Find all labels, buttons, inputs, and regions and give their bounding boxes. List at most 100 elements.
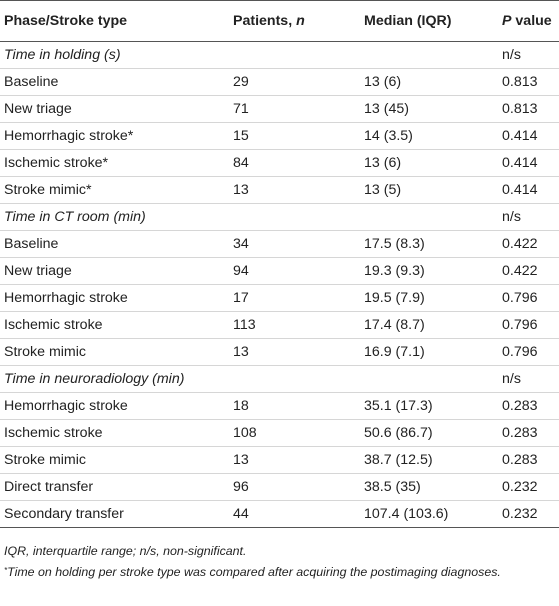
cell-stroke-type: Baseline [4, 74, 59, 90]
cell-patients: 34 [233, 236, 249, 252]
header-median-iqr: Median (IQR) [360, 0, 498, 42]
table-row: Ischemic stroke 113 17.4 (8.7) 0.796 [0, 312, 559, 339]
table-row: Hemorrhagic stroke* 15 14 (3.5) 0.414 [0, 123, 559, 150]
cell-p-value: 0.414 [502, 128, 538, 144]
cell-stroke-type: Stroke mimic* [4, 182, 92, 198]
cell-p-value: 0.232 [502, 506, 538, 522]
cell-p-value: 0.414 [502, 155, 538, 171]
cell-patients: 113 [233, 317, 256, 333]
header-patients-label: Patients, [233, 13, 297, 29]
cell-median-iqr: 19.3 (9.3) [364, 263, 425, 279]
cell-p-value: 0.283 [502, 398, 538, 414]
cell-patients: 44 [233, 506, 249, 522]
cell-stroke-type: Hemorrhagic stroke [4, 398, 128, 414]
cell-patients: 13 [233, 182, 249, 198]
table-row: Stroke mimic 13 38.7 (12.5) 0.283 [0, 447, 559, 474]
cell-patients: 17 [233, 290, 249, 306]
table-row: Ischemic stroke 108 50.6 (86.7) 0.283 [0, 420, 559, 447]
header-p-label: value [511, 13, 552, 29]
cell-median-iqr: 107.4 (103.6) [364, 506, 449, 522]
section-title: Time in CT room (min) [4, 209, 146, 225]
cell-stroke-type: Stroke mimic [4, 452, 86, 468]
cell-median-iqr: 50.6 (86.7) [364, 425, 433, 441]
cell-median-iqr: 17.4 (8.7) [364, 317, 425, 333]
cell-patients: 13 [233, 452, 249, 468]
cell-patients: 108 [233, 425, 257, 441]
footnote-mark: * [4, 566, 8, 575]
cell-median-iqr: 35.1 (17.3) [364, 398, 433, 414]
table-row: Stroke mimic 13 16.9 (7.1) 0.796 [0, 339, 559, 366]
table-row: Hemorrhagic stroke 18 35.1 (17.3) 0.283 [0, 393, 559, 420]
table-row: Baseline 34 17.5 (8.3) 0.422 [0, 231, 559, 258]
footnote: *Time on holding per stroke type was com… [4, 563, 555, 582]
cell-patients: 15 [233, 128, 249, 144]
cell-stroke-type: Baseline [4, 236, 59, 252]
cell-median-iqr: 14 (3.5) [364, 128, 413, 144]
table-row: Secondary transfer 44 107.4 (103.6) 0.232 [0, 501, 559, 528]
cell-p-value: 0.796 [502, 317, 538, 333]
section-row: Time in CT room (min) n/s [0, 204, 559, 231]
cell-patients: 96 [233, 479, 249, 495]
cell-patients: 13 [233, 344, 249, 360]
table-notes: IQR, interquartile range; n/s, non-signi… [4, 542, 555, 582]
section-row: Time in neuroradiology (min) n/s [0, 366, 559, 393]
cell-median-iqr: 19.5 (7.9) [364, 290, 425, 306]
cell-patients: 29 [233, 74, 249, 90]
cell-stroke-type: Hemorrhagic stroke [4, 290, 128, 306]
header-row: Phase/Stroke type Patients, n Median (IQ… [0, 0, 559, 42]
cell-p-value: 0.796 [502, 290, 538, 306]
table-row: Hemorrhagic stroke 17 19.5 (7.9) 0.796 [0, 285, 559, 312]
header-p-value: P value [498, 0, 559, 42]
cell-p-value: 0.422 [502, 263, 538, 279]
cell-stroke-type: Stroke mimic [4, 344, 86, 360]
cell-p-value: 0.422 [502, 236, 538, 252]
cell-p-value: 0.283 [502, 452, 538, 468]
table-row: Ischemic stroke* 84 13 (6) 0.414 [0, 150, 559, 177]
cell-stroke-type: Ischemic stroke [4, 425, 103, 441]
table-row: Stroke mimic* 13 13 (5) 0.414 [0, 177, 559, 204]
cell-median-iqr: 38.5 (35) [364, 479, 421, 495]
table-body: Time in holding (s) n/s Baseline 29 13 (6) 0.… [0, 42, 559, 528]
section-p-value: n/s [502, 371, 521, 387]
cell-p-value: 0.813 [502, 101, 538, 117]
cell-stroke-type: New triage [4, 263, 72, 279]
cell-patients: 84 [233, 155, 249, 171]
results-table: Phase/Stroke type Patients, n Median (IQ… [0, 0, 559, 528]
cell-median-iqr: 13 (5) [364, 182, 402, 198]
cell-patients: 18 [233, 398, 249, 414]
footnote-text: Time on holding per stroke type was comp… [7, 565, 501, 579]
header-patients: Patients, n [229, 0, 360, 42]
section-p-value: n/s [502, 209, 521, 225]
cell-median-iqr: 13 (45) [364, 101, 409, 117]
abbreviation-note: IQR, interquartile range; n/s, non-signi… [4, 544, 247, 558]
table-row: Direct transfer 96 38.5 (35) 0.232 [0, 474, 559, 501]
cell-p-value: 0.796 [502, 344, 538, 360]
table-row: Baseline 29 13 (6) 0.813 [0, 69, 559, 96]
cell-median-iqr: 13 (6) [364, 74, 402, 90]
cell-median-iqr: 13 (6) [364, 155, 402, 171]
cell-p-value: 0.232 [502, 479, 538, 495]
cell-patients: 71 [233, 101, 249, 117]
section-title: Time in holding (s) [4, 47, 121, 63]
cell-p-value: 0.414 [502, 182, 538, 198]
section-title: Time in neuroradiology (min) [4, 371, 185, 387]
cell-stroke-type: Secondary transfer [4, 506, 124, 522]
table-header: Phase/Stroke type Patients, n Median (IQ… [0, 0, 559, 42]
cell-p-value: 0.283 [502, 425, 538, 441]
cell-stroke-type: Direct transfer [4, 479, 94, 495]
cell-stroke-type: Ischemic stroke [4, 317, 103, 333]
cell-median-iqr: 17.5 (8.3) [364, 236, 425, 252]
section-p-value: n/s [502, 47, 521, 63]
cell-median-iqr: 16.9 (7.1) [364, 344, 425, 360]
cell-stroke-type: Hemorrhagic stroke* [4, 128, 134, 144]
header-p-symbol: P [502, 13, 512, 29]
table-row: New triage 71 13 (45) 0.813 [0, 96, 559, 123]
header-phase-stroke-type: Phase/Stroke type [0, 0, 229, 42]
cell-median-iqr: 38.7 (12.5) [364, 452, 433, 468]
header-patients-n: n [296, 13, 305, 29]
cell-stroke-type: Ischemic stroke* [4, 155, 109, 171]
section-row: Time in holding (s) n/s [0, 42, 559, 69]
table-row: New triage 94 19.3 (9.3) 0.422 [0, 258, 559, 285]
cell-p-value: 0.813 [502, 74, 538, 90]
